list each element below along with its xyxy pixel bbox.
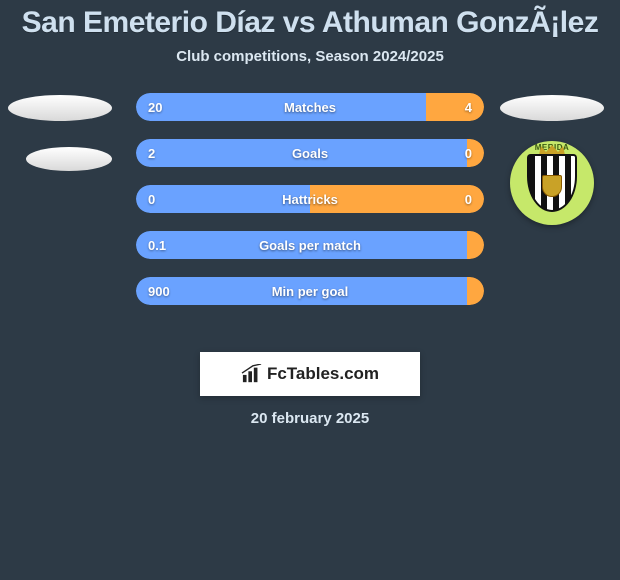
comparison-infographic: San Emeterio Díaz vs Athuman GonzÃ¡lez C… xyxy=(0,0,620,580)
stat-value-right: 4 xyxy=(465,100,484,115)
stat-value-left: 20 xyxy=(136,100,162,115)
watermark: FcTables.com xyxy=(200,352,420,396)
page-title: San Emeterio Díaz vs Athuman GonzÃ¡lez xyxy=(0,0,620,40)
stat-bar-left: 0.1 xyxy=(136,231,467,259)
stat-bar: 900Min per goal xyxy=(136,277,484,305)
stat-value-right: 0 xyxy=(465,146,484,161)
stat-bar: 20Goals xyxy=(136,139,484,167)
left-club-logo-placeholder xyxy=(26,147,112,171)
stat-bar-right xyxy=(467,231,484,259)
stat-bar-right: 0 xyxy=(310,185,484,213)
stat-bar-left: 2 xyxy=(136,139,467,167)
stat-value-left: 0.1 xyxy=(136,238,166,253)
right-club-badge: MERIDA xyxy=(510,141,594,225)
stat-bar: 204Matches xyxy=(136,93,484,121)
watermark-text: FcTables.com xyxy=(267,364,379,384)
right-player-logo-placeholder xyxy=(500,95,604,121)
stat-value-left: 2 xyxy=(136,146,155,161)
stat-value-right: 0 xyxy=(465,192,484,207)
badge-inner-shield xyxy=(542,175,562,197)
left-player-column xyxy=(8,93,128,171)
stat-value-left: 0 xyxy=(136,192,155,207)
stat-bar-right xyxy=(467,277,484,305)
stat-bar-left: 0 xyxy=(136,185,310,213)
stat-bar: 00Hattricks xyxy=(136,185,484,213)
stat-bar-left: 900 xyxy=(136,277,467,305)
right-player-column: MERIDA xyxy=(492,93,612,225)
stat-bar-right: 4 xyxy=(426,93,484,121)
stat-bar-right: 0 xyxy=(467,139,484,167)
left-player-logo-placeholder xyxy=(8,95,112,121)
stat-bars: 204Matches20Goals00Hattricks0.1Goals per… xyxy=(136,93,484,323)
stat-bar: 0.1Goals per match xyxy=(136,231,484,259)
bar-chart-icon xyxy=(241,364,263,384)
stat-value-left: 900 xyxy=(136,284,170,299)
date-line: 20 february 2025 xyxy=(0,410,620,427)
stat-bar-left: 20 xyxy=(136,93,426,121)
subtitle: Club competitions, Season 2024/2025 xyxy=(0,48,620,65)
